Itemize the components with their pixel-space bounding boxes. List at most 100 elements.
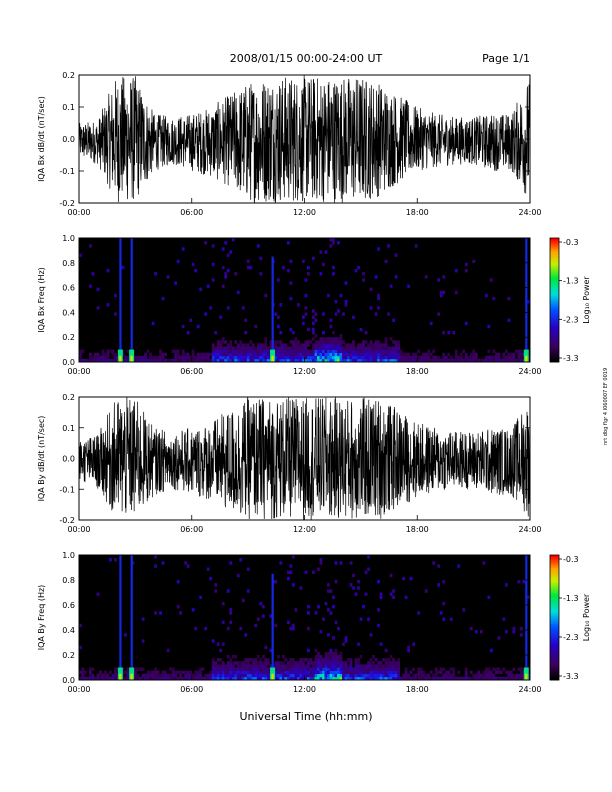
y-axis-label: IQA By Freq (Hz)	[37, 585, 46, 651]
spectrogram-cell	[249, 673, 253, 678]
spectrogram-cell	[156, 355, 160, 360]
spectrogram-cell	[352, 673, 355, 678]
spectrogram-cell	[214, 358, 218, 363]
spectrogram-cell	[256, 346, 260, 350]
spectrogram-cell	[489, 648, 493, 653]
spectrogram-cell	[281, 676, 285, 681]
spectrogram-cell	[304, 658, 308, 662]
spectrogram-cell	[291, 349, 295, 353]
spectrogram-cell	[236, 573, 240, 578]
spectrogram-cell	[221, 673, 225, 678]
spectrogram-cell	[126, 670, 130, 675]
spectrogram-cell	[377, 673, 380, 678]
spectrogram-cell	[469, 676, 473, 681]
spectrogram-cell	[389, 592, 393, 596]
spectrogram-cell	[334, 358, 338, 363]
spectrogram-cell	[216, 358, 220, 363]
spectrogram-cell	[372, 673, 375, 678]
spectrogram-cell	[216, 340, 220, 344]
spectrogram-cell	[181, 352, 185, 357]
spectrogram-cell	[329, 651, 333, 656]
spectrogram-spike	[271, 256, 274, 362]
spectrogram-cell	[332, 346, 335, 350]
spectrogram-cell	[504, 349, 508, 353]
spectrogram-cell	[342, 349, 345, 353]
spectrogram-cell	[96, 306, 100, 310]
spectrogram-cell	[372, 349, 375, 353]
spectrogram-cell	[296, 355, 300, 360]
colorbar-segment	[550, 238, 559, 241]
spectrogram-cell	[189, 673, 193, 678]
spectrogram-cell	[422, 358, 426, 363]
x-tick-label: 06:00	[180, 367, 203, 376]
spectrogram-cell	[489, 355, 493, 360]
spectrogram-cell	[377, 623, 380, 628]
spectrogram-cell	[324, 337, 328, 341]
spectrogram-cell	[241, 352, 245, 357]
spectrogram-cell	[219, 349, 223, 353]
spectrogram-cell	[239, 340, 243, 344]
spectrogram-cell	[256, 244, 260, 248]
spectrogram-cell	[519, 352, 523, 357]
spectrogram-cell	[332, 331, 335, 335]
spectrogram-cell	[512, 358, 516, 363]
spectrogram-cell	[291, 355, 295, 360]
spectrogram-cell	[337, 664, 340, 668]
spectrogram-cell	[394, 253, 398, 257]
spectrogram-cell	[527, 355, 531, 360]
spectrogram-cell	[399, 676, 403, 681]
spectrogram-cell	[362, 673, 365, 678]
spectrogram-cell	[291, 661, 295, 665]
spectrogram-cell	[194, 676, 198, 681]
spectrogram-cell	[151, 321, 155, 326]
spectrogram-cell	[134, 673, 137, 678]
spectrogram-cell	[377, 580, 380, 584]
spectrogram-cell	[454, 358, 458, 363]
spectrogram-spike-core	[525, 355, 528, 362]
spectrogram-cell	[489, 670, 493, 675]
spectrogram-spike-core	[130, 673, 133, 680]
spectrogram-spike-core	[525, 673, 528, 680]
spectrogram-cell	[484, 667, 488, 671]
spectrogram-cell	[389, 337, 393, 341]
spectrogram-cell	[144, 673, 147, 678]
spectrogram-cell	[176, 605, 180, 609]
spectrogram-cell	[299, 355, 303, 360]
spectrogram-cell	[244, 358, 248, 363]
spectrogram-cell	[79, 355, 82, 360]
spectrogram-cell	[164, 670, 167, 675]
spectrogram-cell	[377, 349, 380, 353]
spectrogram-cell	[324, 355, 328, 360]
spectrogram-cell	[312, 352, 315, 357]
spectrogram-cell	[477, 676, 481, 681]
y-tick-label: 1.0	[62, 234, 75, 243]
spectrogram-cell	[244, 664, 248, 668]
spectrogram-cell	[314, 658, 318, 662]
spectrogram-cell	[259, 352, 263, 357]
spectrogram-cell	[276, 324, 280, 329]
spectrogram-cell	[317, 670, 320, 675]
spectrogram-cell	[379, 592, 383, 596]
spectrogram-cell	[392, 664, 395, 668]
spectrogram-cell	[447, 358, 451, 363]
spectrogram-cell	[99, 673, 102, 678]
spectrogram-cell	[154, 358, 157, 363]
spectrogram-cell	[329, 667, 333, 671]
spectrogram-cell	[372, 676, 375, 681]
spectrogram-spike-core	[271, 673, 274, 680]
spectrogram-cell	[512, 673, 516, 678]
spectrogram-cell	[261, 673, 265, 678]
spectrogram-cell	[394, 352, 398, 357]
spectrogram-cell	[517, 349, 521, 353]
spectrogram-cell	[374, 658, 378, 662]
spectrogram-cell	[284, 352, 288, 357]
spectrogram-cell	[231, 349, 235, 353]
colorbar-segment	[550, 287, 559, 291]
y-axis-label: IQA By dB/dt (nT/sec)	[37, 416, 46, 502]
spectrogram-cell	[372, 655, 375, 659]
spectrogram-cell	[279, 667, 283, 671]
spectrogram-cell	[354, 667, 358, 671]
spectrogram-cell	[221, 661, 225, 665]
spectrogram-cell	[392, 589, 395, 593]
spectrogram-cell	[274, 676, 278, 681]
